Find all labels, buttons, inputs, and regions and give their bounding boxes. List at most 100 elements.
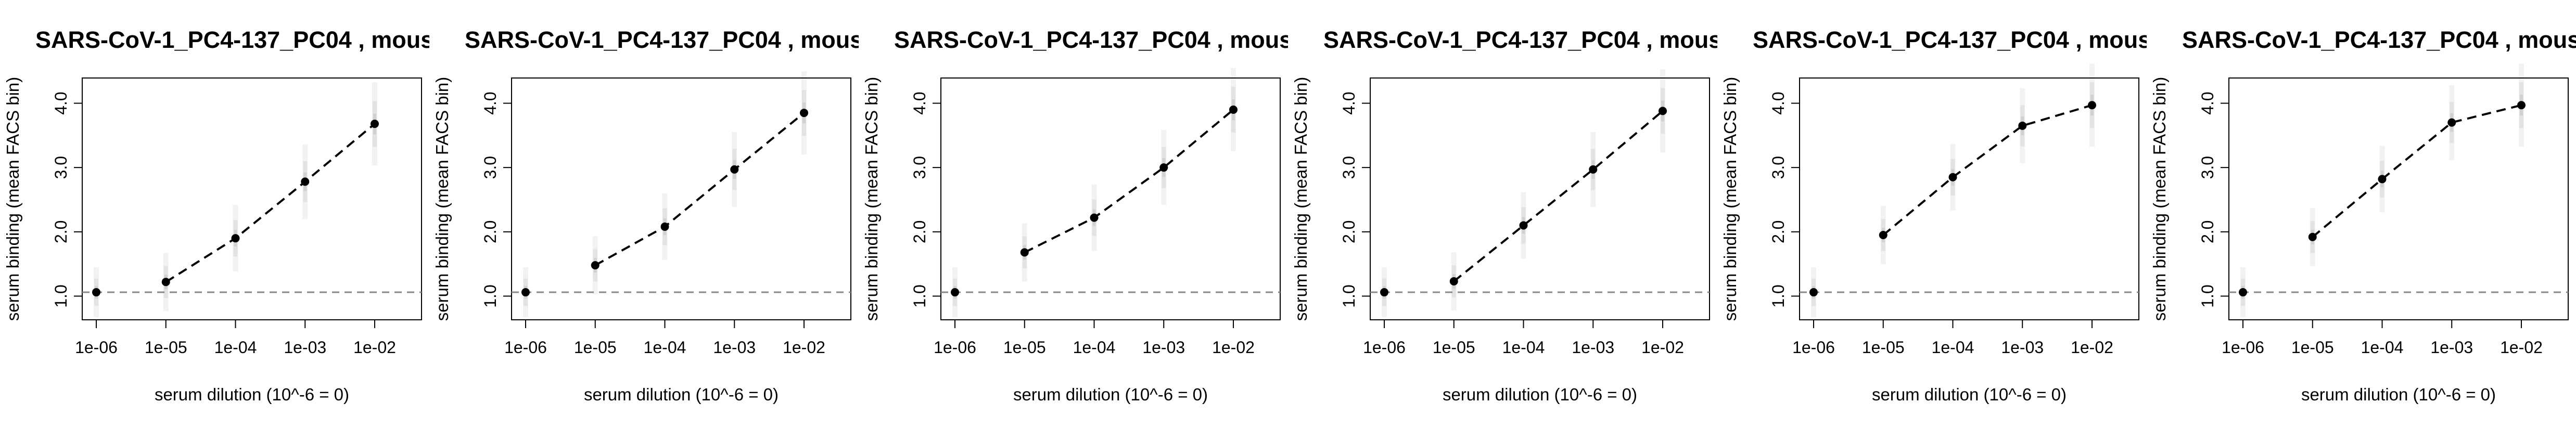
y-axis-label: serum binding (mean FACS bin): [432, 77, 452, 321]
y-tick-label: 4.0: [910, 92, 929, 114]
x-tick-label: 1e-03: [284, 338, 326, 357]
x-tick-label: 1e-03: [713, 338, 756, 357]
plot-frame: [1799, 77, 2139, 320]
y-axis-label: serum binding (mean FACS bin): [3, 77, 22, 321]
x-tick-label: 1e-05: [2291, 338, 2334, 357]
y-tick-label: 4.0: [2198, 92, 2217, 114]
data-point: [800, 109, 808, 118]
data-point: [1519, 221, 1528, 230]
x-tick-label: 1e-06: [1363, 338, 1406, 357]
y-tick-label: 4.0: [1769, 92, 1788, 114]
y-tick-label: 3.0: [1340, 156, 1358, 179]
y-axis-label: serum binding (mean FACS bin): [1291, 77, 1310, 321]
data-point: [730, 165, 739, 174]
x-tick-label: 1e-06: [1792, 338, 1835, 357]
x-tick-label: 1e-05: [145, 338, 187, 357]
x-tick-label: 1e-02: [1641, 338, 1684, 357]
data-point: [161, 278, 170, 287]
y-tick-label: 1.0: [1769, 284, 1788, 307]
chart-title: SARS-CoV-1_PC4-137_PC04 , mouse1-:: [894, 27, 1334, 53]
y-tick-label: 3.0: [2198, 156, 2217, 179]
x-axis-label: serum dilution (10^-6 = 0): [155, 385, 349, 404]
data-point: [1020, 248, 1029, 257]
data-point: [2018, 121, 2027, 130]
y-axis-label: serum binding (mean FACS bin): [862, 77, 881, 321]
x-tick-label: 1e-05: [1862, 338, 1905, 357]
x-tick-label: 1e-06: [75, 338, 118, 357]
chart-panel: SARS-CoV-1_PC4-137_PC04 , mouse1-: 1e-06 1…: [1291, 27, 1763, 404]
series-line: [165, 123, 376, 283]
x-tick-label: 1e-02: [353, 338, 396, 357]
data-point: [371, 120, 379, 128]
chart-title: SARS-CoV-1_PC4-137_PC04 , mouse1-: [35, 27, 467, 53]
plot-frame: [82, 77, 422, 320]
y-tick-label: 4.0: [52, 92, 70, 114]
plot-frame: [2228, 77, 2569, 320]
y-axis-label: serum binding (mean FACS bin): [1720, 77, 1740, 321]
chart-panel: SARS-CoV-1_PC4-137_PC04 , mouse1- 1e-06 1e…: [3, 27, 467, 404]
data-point: [591, 261, 600, 270]
y-tick-label: 2.0: [1340, 220, 1358, 243]
x-tick-label: 1e-04: [1502, 338, 1545, 357]
data-point: [2239, 288, 2247, 297]
x-axis-label: serum dilution (10^-6 = 0): [2301, 385, 2496, 404]
data-point: [92, 288, 100, 297]
y-tick-label: 2.0: [52, 220, 70, 243]
x-tick-label: 1e-03: [1572, 338, 1614, 357]
data-point: [1879, 231, 1888, 239]
x-tick-label: 1e-04: [1073, 338, 1116, 357]
x-axis-label: serum dilution (10^-6 = 0): [1872, 385, 2067, 404]
x-tick-label: 1e-04: [1932, 338, 1974, 357]
y-tick-label: 3.0: [910, 156, 929, 179]
x-axis-label: serum dilution (10^-6 = 0): [1443, 385, 1637, 404]
x-tick-label: 1e-02: [783, 338, 825, 357]
y-tick-label: 2.0: [481, 220, 500, 243]
chart-panel: SARS-CoV-1_PC4-137_PC04 , mouse1-l 1e-06 1…: [432, 27, 903, 404]
series-line: [1882, 104, 2093, 236]
x-tick-label: 1e-02: [1212, 338, 1255, 357]
data-point: [1589, 165, 1598, 174]
chart-title: SARS-CoV-1_PC4-137_PC04 , mouse2-:: [1753, 27, 2192, 53]
data-point: [1159, 163, 1168, 172]
y-tick-label: 1.0: [1340, 284, 1358, 307]
data-point: [1948, 173, 1957, 181]
x-tick-label: 1e-05: [574, 338, 617, 357]
x-tick-label: 1e-05: [1433, 338, 1475, 357]
chart-panel: SARS-CoV-1_PC4-137_PC04 , mouse1-: 1e-06 1…: [862, 27, 1334, 404]
y-tick-label: 2.0: [1769, 220, 1788, 243]
data-point: [2517, 101, 2526, 110]
x-tick-label: 1e-02: [2071, 338, 2113, 357]
y-tick-label: 2.0: [910, 220, 929, 243]
x-tick-label: 1e-04: [644, 338, 686, 357]
series-line: [1024, 109, 1234, 254]
x-axis-label: serum dilution (10^-6 = 0): [1013, 385, 1208, 404]
y-tick-label: 3.0: [52, 156, 70, 179]
data-point: [660, 222, 669, 231]
x-tick-label: 1e-06: [2222, 338, 2264, 357]
x-tick-label: 1e-03: [1142, 338, 1185, 357]
chart-panel: SARS-CoV-1_PC4-137_PC04 , mouse2-: 1e-06 1…: [1720, 27, 2192, 404]
data-point: [1229, 105, 1238, 114]
x-tick-label: 1e-04: [2361, 338, 2404, 357]
x-tick-label: 1e-03: [2001, 338, 2044, 357]
x-tick-label: 1e-06: [504, 338, 547, 357]
series-line: [1453, 110, 1664, 282]
chart-title: SARS-CoV-1_PC4-137_PC04 , mouse1-:: [1323, 27, 1763, 53]
plot-frame: [511, 77, 851, 320]
data-point: [2447, 118, 2456, 127]
y-tick-label: 1.0: [481, 284, 500, 307]
chart-panel: SARS-CoV-1_PC4-137_PC04 , mouse2-(1e-06 1…: [2150, 27, 2576, 404]
data-point: [521, 288, 530, 297]
chart-title: SARS-CoV-1_PC4-137_PC04 , mouse1-l: [465, 27, 903, 53]
x-tick-label: 1e-04: [214, 338, 257, 357]
x-tick-label: 1e-03: [2430, 338, 2473, 357]
data-point: [1809, 288, 1818, 297]
data-point: [231, 234, 240, 243]
y-tick-label: 3.0: [1769, 156, 1788, 179]
x-tick-label: 1e-02: [2500, 338, 2543, 357]
data-point: [2378, 175, 2387, 184]
x-axis-label: serum dilution (10^-6 = 0): [584, 385, 779, 404]
series-line: [594, 112, 805, 266]
data-point: [301, 177, 310, 186]
y-tick-label: 4.0: [481, 92, 500, 114]
